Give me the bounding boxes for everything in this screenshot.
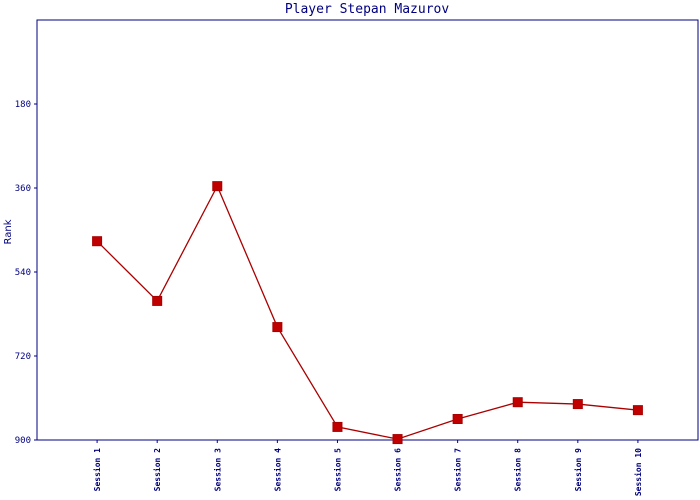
point-marker — [512, 397, 523, 408]
y-tick-label: 540 — [15, 268, 31, 278]
y-tick-label: 180 — [15, 100, 31, 110]
point-marker — [392, 434, 403, 445]
y-tick-label: 720 — [15, 352, 31, 362]
x-tick-label: Session 10 — [633, 448, 643, 496]
point-marker — [152, 295, 163, 306]
x-tick-label: Session 1 — [92, 448, 102, 492]
x-tick-label: Session 5 — [332, 448, 342, 492]
point-marker — [572, 399, 583, 410]
plot-frame — [36, 19, 699, 441]
point-marker — [632, 405, 643, 416]
x-tick-label: Session 2 — [152, 448, 162, 492]
x-tick-label: Session 7 — [453, 448, 463, 492]
x-tick-label: Session 4 — [272, 448, 282, 492]
point-marker — [452, 414, 463, 424]
x-tick-label: Session 9 — [573, 448, 583, 492]
point-marker — [272, 322, 283, 333]
point-marker — [332, 421, 343, 432]
y-tick-label: 900 — [15, 436, 31, 446]
y-tick-label: 360 — [15, 184, 31, 194]
x-tick-label: Session 8 — [513, 448, 523, 492]
point-marker — [212, 181, 223, 192]
series-line — [96, 184, 638, 440]
point-marker — [92, 236, 103, 247]
chart-title: Player Stepan Mazurov — [285, 2, 450, 17]
x-tick-label: Session 6 — [393, 448, 403, 492]
y-axis-label: Rank — [3, 219, 14, 244]
x-tick-label: Session 3 — [212, 448, 222, 492]
